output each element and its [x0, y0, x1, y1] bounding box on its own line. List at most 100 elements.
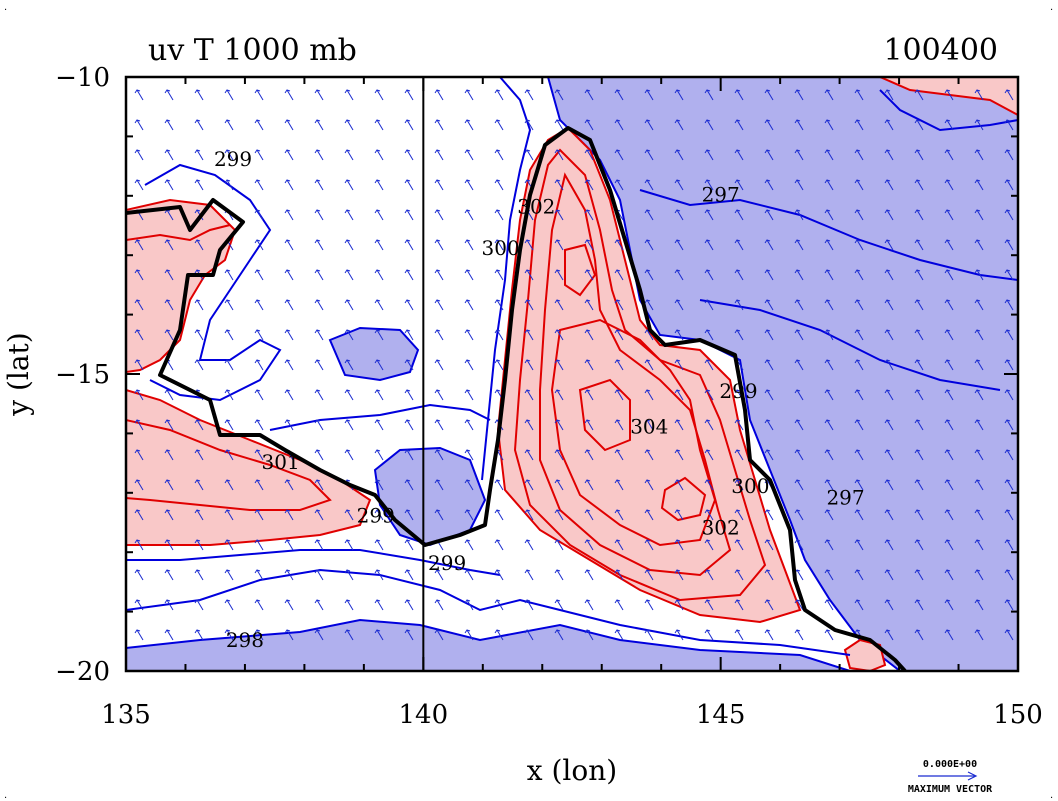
wind-vector-head — [704, 599, 711, 604]
wind-vector — [946, 479, 954, 491]
wind-vector — [136, 629, 144, 641]
wind-vector — [1006, 329, 1014, 341]
wind-vector-head — [224, 509, 231, 514]
wind-vector-head — [1004, 269, 1011, 274]
wind-vector-head — [644, 359, 651, 364]
wind-vector-head — [134, 239, 141, 244]
wind-vector-head — [434, 89, 441, 94]
contour-label: 299 — [214, 147, 252, 171]
wind-vector-head — [314, 89, 321, 94]
wind-vector-head — [854, 89, 861, 94]
y-tick-label: −20 — [55, 657, 110, 687]
wind-vector — [436, 239, 444, 251]
wind-vector — [556, 509, 564, 521]
corner-mark: . — [1050, 2, 1053, 13]
wind-vector — [526, 329, 534, 341]
wind-vector — [166, 599, 174, 611]
wind-vector — [856, 239, 864, 251]
wind-vector — [496, 269, 504, 281]
wind-vector — [676, 329, 684, 341]
wind-vector-head — [734, 629, 741, 634]
wind-vector-head — [584, 239, 591, 244]
warm-contour-line — [550, 318, 717, 547]
wind-vector — [736, 209, 744, 221]
wind-vector-head — [944, 149, 951, 154]
wind-vector-head — [734, 569, 741, 574]
wind-vector-head — [824, 569, 831, 574]
wind-vector-head — [194, 359, 201, 364]
wind-vector — [286, 569, 294, 581]
wind-vector-head — [134, 569, 141, 574]
wind-vector — [586, 539, 594, 551]
wind-vector — [466, 239, 474, 251]
wind-vector-head — [494, 239, 501, 244]
wind-vector-head — [1004, 359, 1011, 364]
wind-vector — [946, 509, 954, 521]
wind-vector — [466, 299, 474, 311]
wind-vector-head — [644, 449, 651, 454]
wind-vector — [706, 299, 714, 311]
wind-vector-head — [884, 329, 891, 334]
wind-vector — [616, 389, 624, 401]
wind-vector — [736, 599, 744, 611]
wind-vector-head — [434, 509, 441, 514]
wind-vector-head — [794, 209, 801, 214]
wind-vector — [556, 329, 564, 341]
wind-vector-head — [734, 599, 741, 604]
wind-vector-head — [344, 239, 351, 244]
wind-vector — [976, 119, 984, 131]
wind-vector — [1006, 179, 1014, 191]
wind-vector — [856, 599, 864, 611]
wind-vector — [226, 599, 234, 611]
wind-vector — [286, 209, 294, 221]
wind-vector-head — [224, 569, 231, 574]
title-right: 100400 — [883, 33, 998, 68]
wind-vector-head — [494, 269, 501, 274]
wind-vector-head — [644, 149, 651, 154]
wind-vector-head — [854, 359, 861, 364]
wind-vector — [646, 179, 654, 191]
wind-vector — [406, 569, 414, 581]
wind-vector-head — [374, 179, 381, 184]
wind-vector-head — [404, 299, 411, 304]
wind-vector-head — [524, 539, 531, 544]
wind-vector — [646, 599, 654, 611]
wind-vector — [346, 569, 354, 581]
wind-vector — [526, 299, 534, 311]
wind-vector — [976, 239, 984, 251]
wind-vector — [976, 359, 984, 371]
wind-vector — [376, 269, 384, 281]
wind-vector-head — [164, 149, 171, 154]
wind-vector — [946, 329, 954, 341]
wind-vector-head — [944, 89, 951, 94]
wind-vector — [646, 419, 654, 431]
wind-vector-head — [614, 389, 621, 394]
wind-vector — [196, 599, 204, 611]
wind-vector-head — [764, 419, 771, 424]
wind-vector-head — [134, 149, 141, 154]
wind-vector — [826, 269, 834, 281]
wind-vector-head — [974, 119, 981, 124]
wind-vector-head — [524, 419, 531, 424]
wind-vector-head — [1004, 629, 1011, 634]
wind-vector — [376, 359, 384, 371]
vector-legend-value: 0.000E+00 — [923, 759, 977, 770]
wind-vector-head — [164, 389, 171, 394]
wind-vector — [586, 269, 594, 281]
wind-vector — [286, 389, 294, 401]
wind-vector-head — [824, 629, 831, 634]
wind-vector — [556, 89, 564, 101]
wind-vector-head — [404, 509, 411, 514]
wind-vector — [766, 209, 774, 221]
wind-vector-head — [404, 329, 411, 334]
wind-vector-head — [584, 89, 591, 94]
wind-vector-head — [314, 479, 321, 484]
vector-legend-label: MAXIMUM VECTOR — [908, 784, 993, 795]
wind-vector — [496, 299, 504, 311]
wind-vector — [976, 89, 984, 101]
wind-vector-head — [494, 509, 501, 514]
wind-vector-head — [824, 89, 831, 94]
wind-vector-head — [884, 299, 891, 304]
wind-vector-head — [974, 329, 981, 334]
